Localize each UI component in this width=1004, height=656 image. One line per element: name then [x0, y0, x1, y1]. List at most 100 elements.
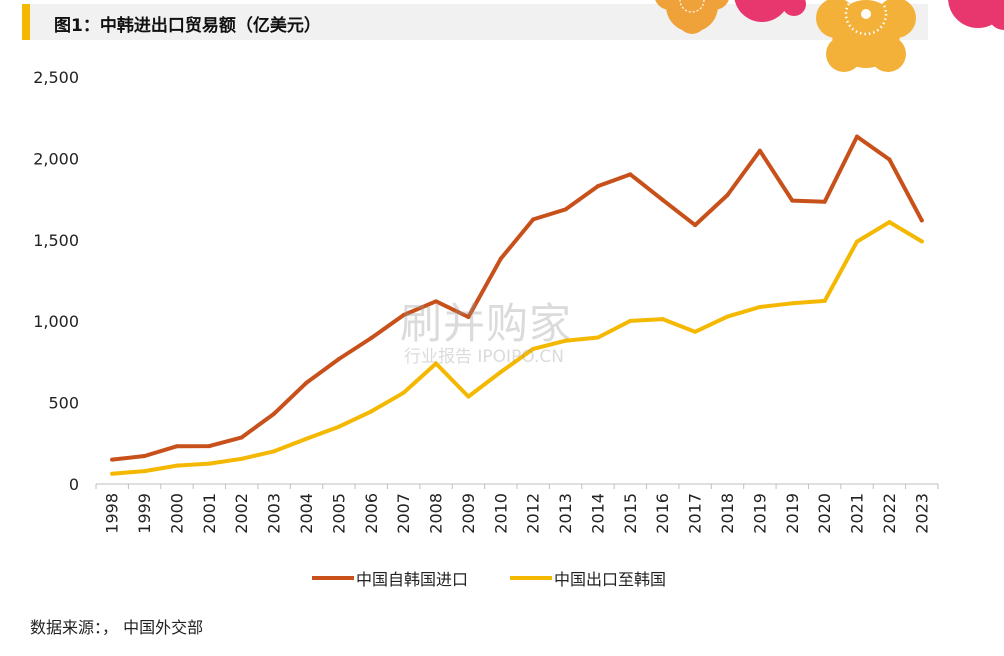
data-point: [531, 346, 536, 351]
data-point: [466, 394, 471, 399]
data-point: [855, 239, 860, 244]
data-point: [369, 409, 374, 414]
x-axis-ticks: [95, 484, 939, 489]
data-point: [887, 220, 892, 225]
flower-pink-left-icon: [734, 0, 806, 22]
x-tick-label: 2018: [718, 493, 737, 534]
data-point: [822, 199, 827, 204]
data-point: [369, 335, 374, 340]
x-tick-label: 2021: [848, 493, 867, 534]
data-point: [466, 314, 471, 319]
data-point: [693, 329, 698, 334]
data-point: [110, 457, 115, 462]
data-point: [822, 298, 827, 303]
data-point: [595, 335, 600, 340]
data-point: [725, 193, 730, 198]
series-layer: [110, 134, 924, 476]
data-point: [628, 318, 633, 323]
data-point: [110, 471, 115, 476]
x-tick-label: 1998: [103, 493, 122, 534]
legend-label-export: 中国出口至韩国: [554, 570, 667, 589]
y-tick-label: 2,000: [33, 149, 79, 168]
title-accent-bar: [22, 4, 30, 40]
data-point: [272, 411, 277, 416]
x-tick-label: 2012: [524, 493, 543, 534]
data-point: [855, 134, 860, 139]
x-tick-label: 2015: [621, 493, 640, 534]
data-point: [142, 453, 147, 458]
data-point: [401, 313, 406, 318]
data-point: [887, 157, 892, 162]
x-tick-label: 2023: [912, 493, 931, 534]
data-point: [919, 239, 924, 244]
x-tick-label: 2007: [394, 493, 413, 534]
data-point: [498, 369, 503, 374]
data-point: [434, 299, 439, 304]
x-tick-label: 2013: [556, 493, 575, 534]
x-tick-label: 1999: [135, 493, 154, 534]
data-point: [757, 305, 762, 310]
watermark-sub: 行业报告 IPOIPO.CN: [404, 347, 564, 367]
data-point: [272, 449, 277, 454]
legend-line-export: [510, 576, 552, 580]
watermark: 刷并购家 行业报告 IPOIPO.CN: [400, 290, 620, 370]
data-point: [239, 435, 244, 440]
x-tick-label: 2022: [880, 493, 899, 534]
data-point: [693, 223, 698, 228]
y-tick-label: 500: [48, 394, 79, 413]
x-tick-label: 2016: [653, 493, 672, 534]
data-point: [660, 197, 665, 202]
x-tick-label: 2019: [750, 493, 769, 534]
y-tick-label: 1,000: [33, 312, 79, 331]
data-point: [174, 444, 179, 449]
series-line-import: [110, 134, 924, 462]
legend-label-import: 中国自韩国进口: [356, 570, 469, 589]
chart-title: 图1：中韩进出口贸易额（亿美元）: [54, 16, 321, 36]
flower-orange-left-icon: [655, 0, 729, 34]
data-point: [660, 317, 665, 322]
data-point: [628, 172, 633, 177]
data-point: [142, 469, 147, 474]
data-point: [725, 314, 730, 319]
source-note: 数据来源：， 中国外交部: [30, 618, 204, 637]
x-tick-label: 2020: [815, 493, 834, 534]
data-point: [757, 148, 762, 153]
y-axis-labels: 0 500 1,000 1,500 2,000 2,500: [33, 68, 79, 494]
data-point: [207, 461, 212, 466]
x-axis-labels: 1998 1999 2000 2001 2002 2003 2004 2005 2006 2007…: [103, 493, 932, 534]
data-point: [336, 424, 341, 429]
data-point: [595, 184, 600, 189]
data-point: [563, 207, 568, 212]
data-point: [207, 444, 212, 449]
x-tick-label: 2019: [783, 493, 802, 534]
x-tick-label: 2014: [588, 493, 607, 534]
data-point: [336, 356, 341, 361]
x-tick-label: 2010: [491, 493, 510, 534]
legend-line-import: [312, 576, 354, 580]
series-line-export: [110, 220, 924, 476]
x-tick-label: 2000: [167, 493, 186, 534]
data-point: [790, 301, 795, 306]
x-tick-label: 2001: [200, 493, 219, 534]
data-point: [304, 436, 309, 441]
data-point: [434, 361, 439, 366]
x-tick-label: 2017: [686, 493, 705, 534]
watermark-main: 刷并购家: [400, 299, 573, 348]
flower-pink-right-icon: [948, 0, 1004, 30]
x-tick-label: 2004: [297, 493, 316, 534]
data-point: [401, 390, 406, 395]
data-point: [304, 380, 309, 385]
flower-gold-center-icon: [816, 0, 916, 72]
y-tick-label: 0: [69, 475, 79, 494]
data-point: [239, 456, 244, 461]
data-point: [174, 463, 179, 468]
x-tick-label: 2008: [427, 493, 446, 534]
x-tick-label: 2009: [459, 493, 478, 534]
data-point: [498, 256, 503, 261]
y-tick-label: 1,500: [33, 231, 79, 250]
data-point: [563, 338, 568, 343]
data-point: [531, 217, 536, 222]
x-tick-label: 2006: [362, 493, 381, 534]
x-tick-label: 2002: [232, 493, 251, 534]
